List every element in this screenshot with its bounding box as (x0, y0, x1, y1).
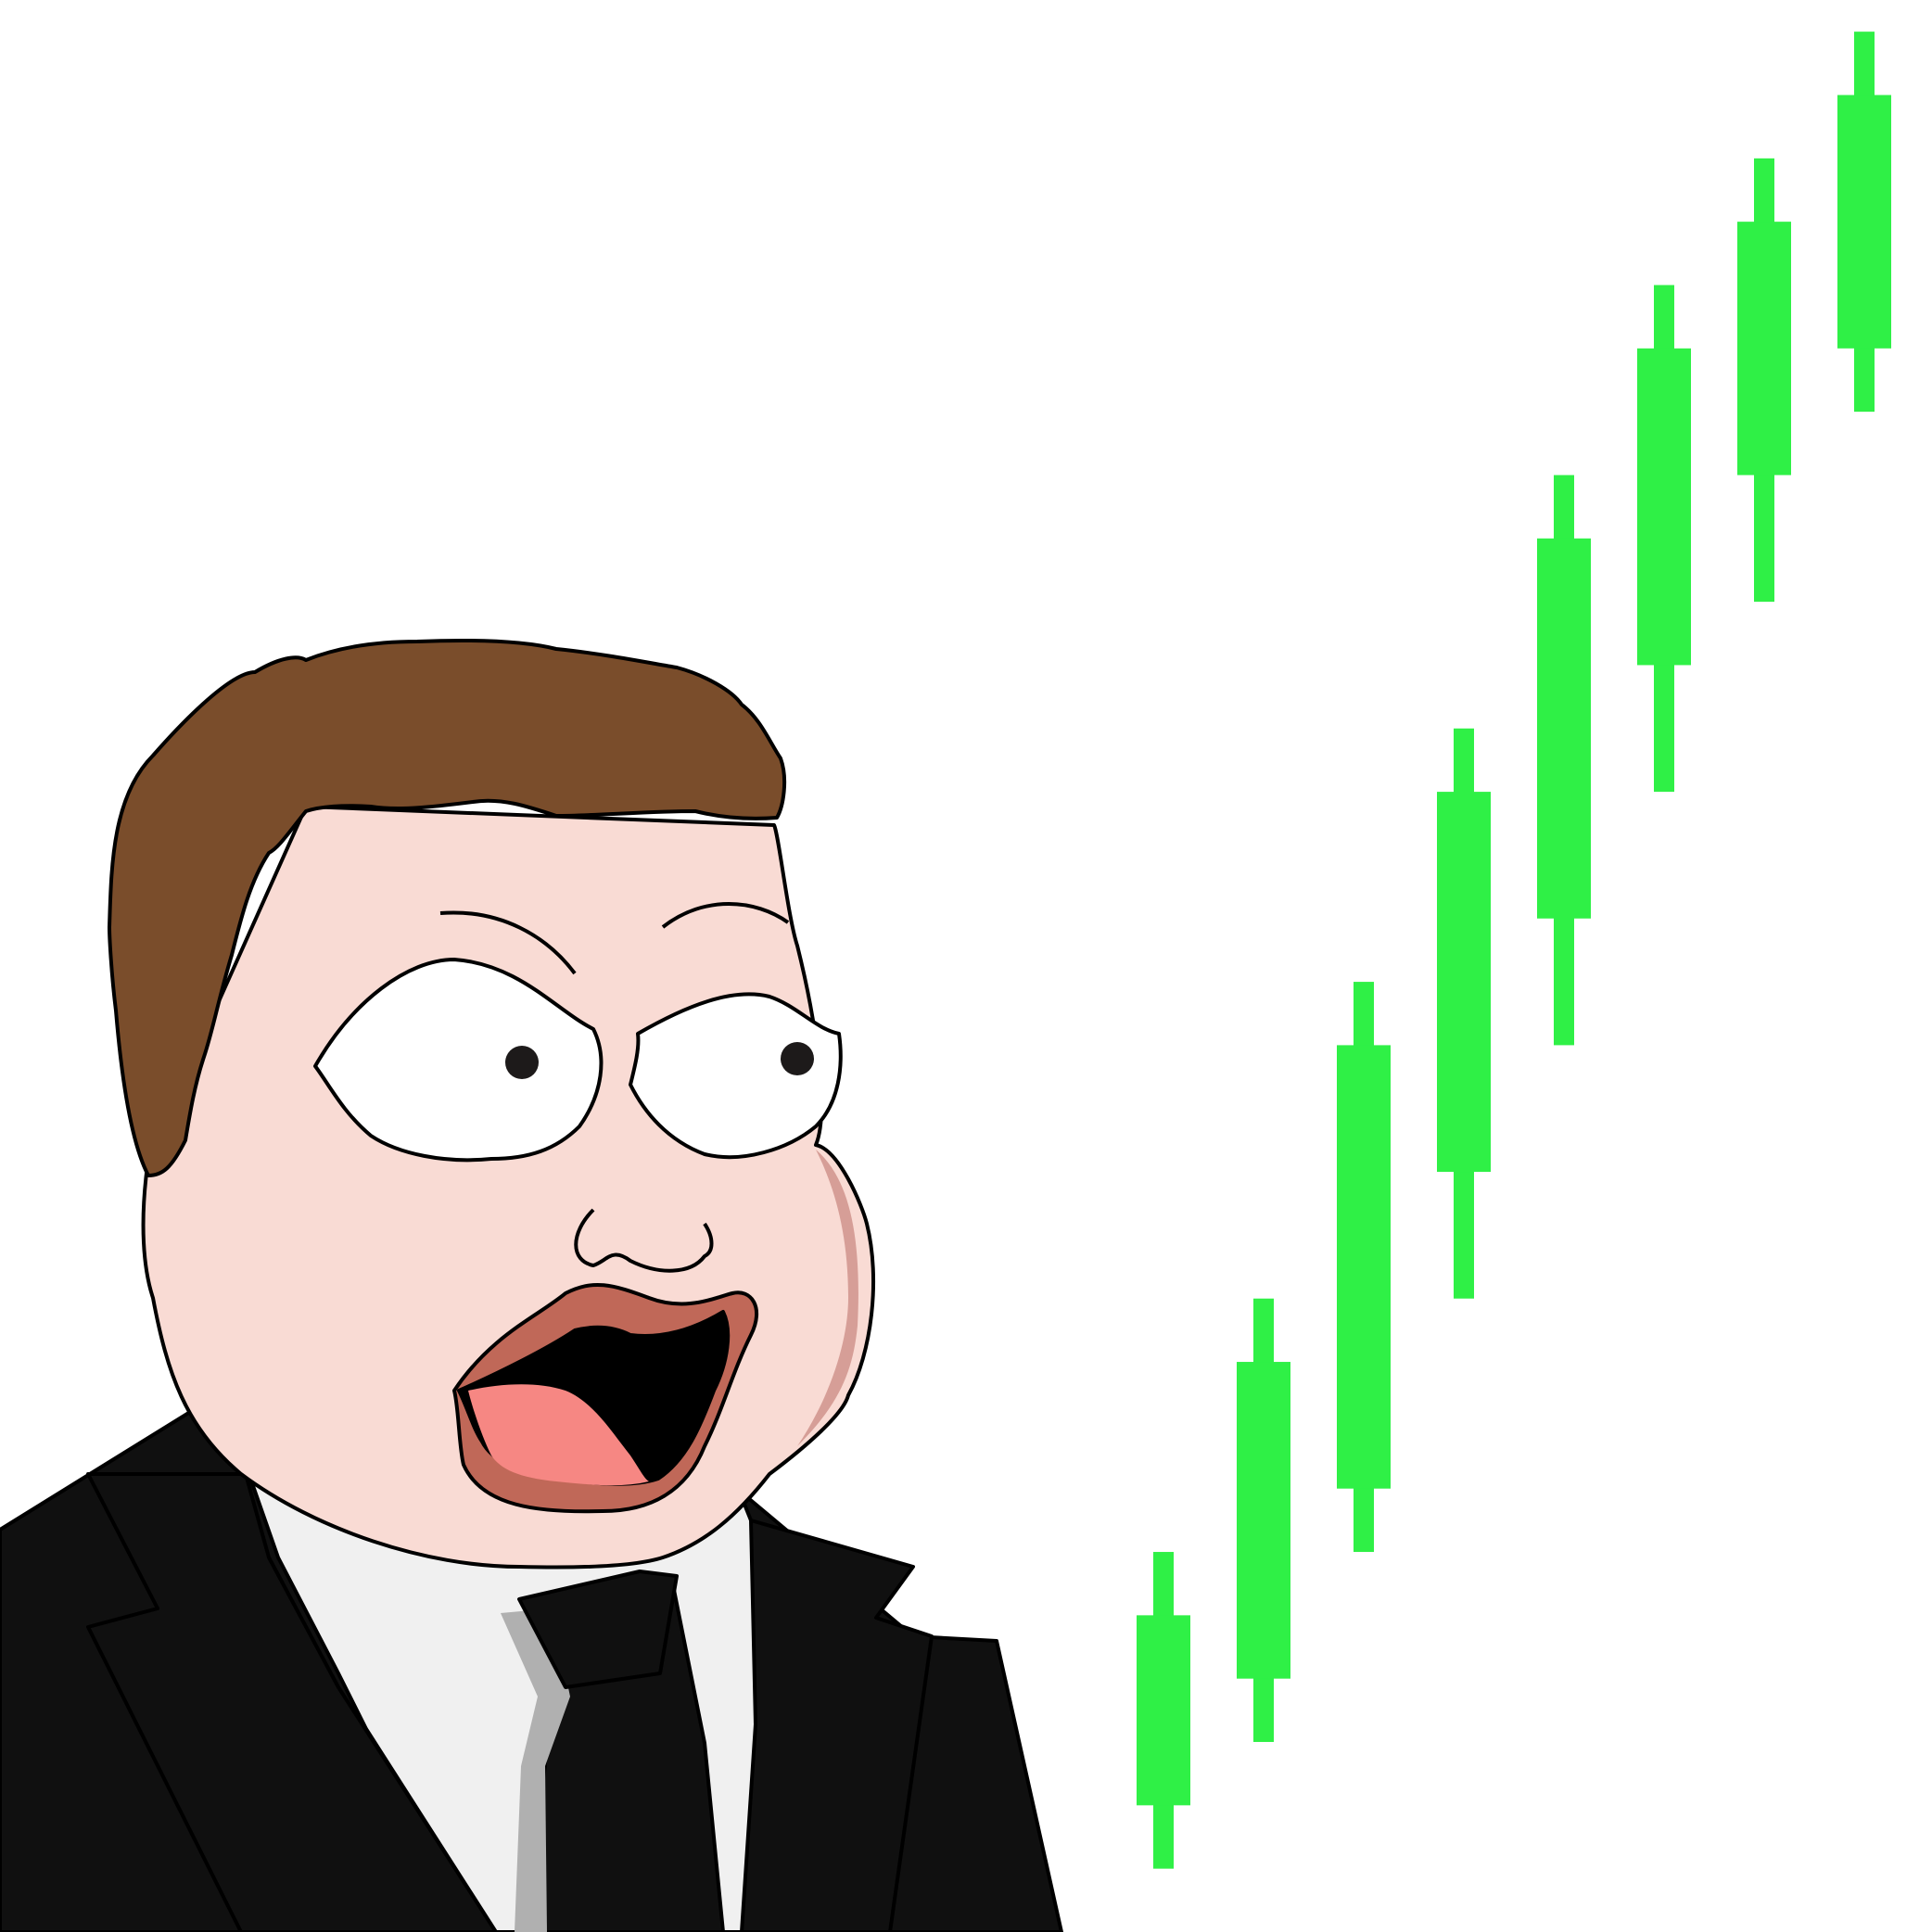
right-eyebrow (661, 902, 790, 929)
nose (574, 1208, 714, 1273)
right-pupil (781, 1042, 814, 1075)
left-eyebrow (439, 910, 577, 975)
candle-body (1837, 95, 1891, 349)
candle-body (1137, 1615, 1190, 1806)
candle-body (1537, 538, 1591, 919)
tie-shadow (501, 1608, 570, 1932)
rising-candlestick-chart (1137, 32, 1891, 1869)
candle-body (1237, 1362, 1290, 1679)
tongue (468, 1384, 649, 1486)
hair (108, 638, 787, 1177)
candle-body (1637, 348, 1691, 666)
candle-body (1437, 792, 1491, 1173)
right-eye-white (629, 992, 843, 1160)
candle-body (1737, 222, 1791, 476)
candle-body (1337, 1045, 1391, 1489)
cheek-shadow (797, 1150, 858, 1446)
left-pupil (505, 1046, 539, 1079)
tie-knot (517, 1570, 679, 1689)
left-lapel (86, 1472, 498, 1932)
left-eye-white (313, 958, 604, 1163)
cartoon-businessman (0, 638, 1063, 1932)
